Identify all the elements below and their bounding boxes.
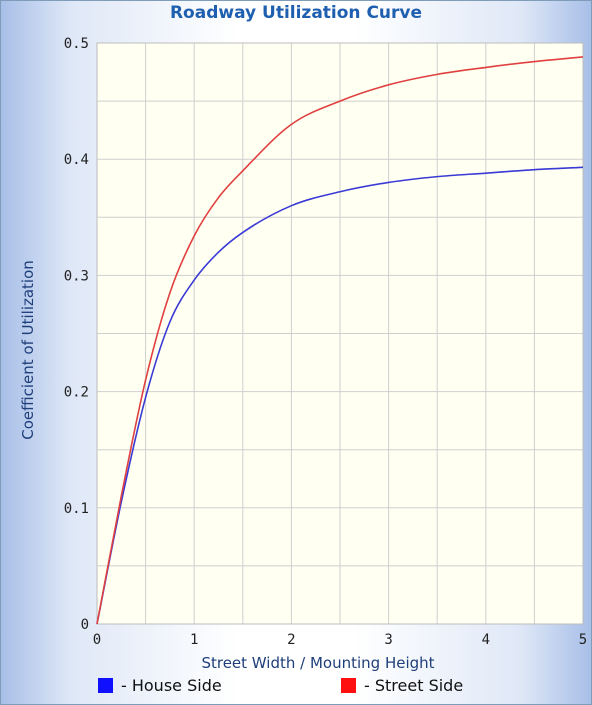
x-tick-label: 0: [93, 632, 101, 648]
plot-border: [96, 42, 584, 625]
x-tick-label: 2: [287, 632, 295, 648]
x-tick-label: 4: [482, 632, 490, 648]
x-axis-label: Street Width / Mounting Height: [201, 654, 434, 672]
legend-swatch-house-side: [98, 678, 113, 693]
x-tick-label: 3: [384, 632, 392, 648]
legend-label-house-side: - House Side: [121, 676, 222, 695]
chart-title: Roadway Utilization Curve: [169, 3, 423, 23]
series-line-house-side: [96, 166, 584, 625]
legend-swatch-street-side: [341, 678, 356, 693]
legend-item-street-side: - Street Side: [341, 676, 463, 695]
y-tick-label: 0.1: [64, 501, 89, 517]
legend-item-house-side: - House Side: [98, 676, 222, 695]
chart-plot: 0 1 2 3 4 5 0 0.1 0.2 0.3 0.4 0.5 Street Width / Mo…: [19, 36, 588, 672]
tick-labels: 0 1 2 3 4 5 0 0.1 0.2 0.3 0.4 0.5: [64, 36, 588, 648]
series-layer: [96, 56, 584, 625]
series-line-street-side: [96, 56, 584, 625]
y-axis-label: Coefficient of Utilization: [19, 260, 37, 440]
y-tick-label: 0.2: [64, 385, 89, 401]
legend: - House Side - Street Side: [0, 676, 592, 702]
legend-label-street-side: - Street Side: [364, 676, 464, 695]
y-tick-label: 0.3: [64, 268, 89, 284]
x-tick-label: 1: [190, 632, 198, 648]
y-tick-label: 0: [81, 617, 89, 633]
y-tick-label: 0.4: [64, 152, 89, 168]
x-tick-label: 5: [579, 632, 587, 648]
grid: [96, 42, 584, 625]
y-tick-label: 0.5: [64, 36, 89, 52]
